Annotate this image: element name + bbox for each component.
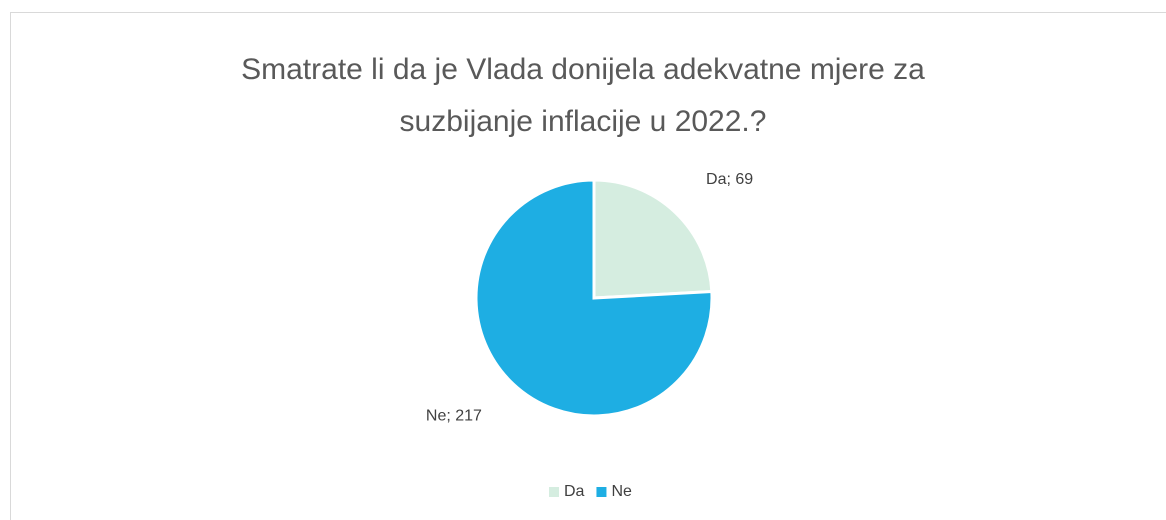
legend-label: Da	[564, 483, 585, 500]
legend-label: Ne	[611, 483, 632, 500]
legend-swatch	[596, 487, 607, 497]
data-label: Da; 69	[706, 171, 753, 188]
pie-slice	[592, 178, 714, 300]
chart-title: Smatrate li da je Vlada donijela adekvat…	[241, 53, 925, 138]
legend-swatch	[549, 487, 559, 497]
chart-border	[10, 12, 1166, 520]
data-label: Ne; 217	[426, 408, 482, 425]
pie-slice	[474, 178, 714, 418]
